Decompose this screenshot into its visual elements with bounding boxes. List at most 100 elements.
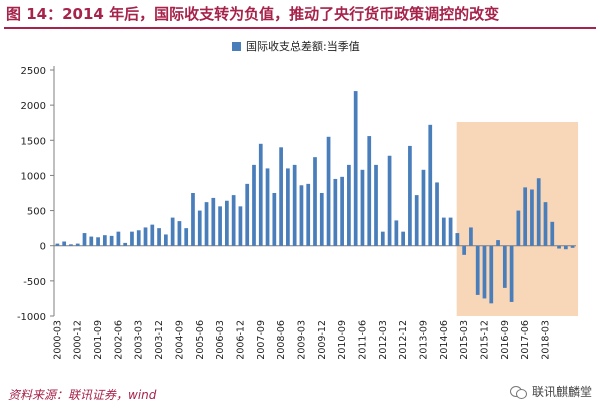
bar-2005-03 bbox=[191, 193, 195, 246]
bar-2017-12 bbox=[536, 178, 541, 246]
x-tick-label: 2009-03 bbox=[296, 320, 307, 360]
y-tick-label: -500 bbox=[23, 277, 46, 288]
bar-2010-12 bbox=[347, 164, 351, 246]
bar-2001-03 bbox=[82, 233, 87, 246]
x-tick-label: 2001-09 bbox=[93, 320, 104, 360]
bar-2007-03 bbox=[245, 183, 250, 246]
bar-2000-06 bbox=[62, 241, 67, 246]
watermark: 联讯麒麟堂 bbox=[509, 383, 592, 400]
x-tick-label: 2007-09 bbox=[256, 320, 267, 360]
bar-2014-12 bbox=[455, 233, 460, 246]
bar-2001-06 bbox=[89, 236, 94, 246]
bar-2018-06 bbox=[550, 221, 555, 246]
bar-2008-03 bbox=[272, 193, 277, 246]
x-tick-label: 2018-03 bbox=[540, 320, 551, 360]
x-tick-label: 2008-06 bbox=[276, 320, 287, 360]
bar-2016-09 bbox=[502, 245, 507, 288]
x-tick-label: 2000-12 bbox=[73, 320, 84, 360]
bar-2000-09 bbox=[69, 244, 73, 246]
y-tick-label: 2000 bbox=[21, 101, 46, 112]
bar-2007-12 bbox=[265, 168, 270, 246]
x-tick-label: 2012-12 bbox=[398, 320, 409, 360]
bar-2016-12 bbox=[509, 245, 514, 302]
bar-2004-06 bbox=[170, 217, 175, 246]
bar-2009-06 bbox=[306, 183, 311, 246]
bar-2002-03 bbox=[109, 235, 114, 246]
page-title: 图 14：2014 年后，国际收支转为负值，推动了央行货币政策调控的改变 bbox=[6, 5, 500, 23]
bar-2017-03 bbox=[516, 210, 521, 246]
bar-2004-09 bbox=[177, 221, 182, 246]
bar-2000-03 bbox=[55, 243, 60, 246]
bar-2004-03 bbox=[163, 234, 168, 246]
bar-2004-12 bbox=[184, 228, 189, 246]
bar-2010-03 bbox=[326, 136, 331, 246]
bar-2013-06 bbox=[414, 195, 419, 246]
x-tick-label: 2010-09 bbox=[337, 320, 348, 360]
bar-2008-12 bbox=[292, 164, 297, 246]
bar-2011-03 bbox=[353, 91, 358, 246]
y-tick-label: -1000 bbox=[17, 312, 46, 323]
x-tick-label: 2014-06 bbox=[439, 320, 450, 360]
bar-2012-09 bbox=[394, 220, 399, 246]
bar-2001-12 bbox=[102, 235, 107, 246]
legend-label: 国际收支总差额:当季值 bbox=[246, 40, 360, 53]
x-tick-label: 2013-09 bbox=[418, 320, 429, 360]
x-tick-label: 2015-12 bbox=[479, 320, 490, 360]
bar-2009-09 bbox=[313, 157, 317, 246]
title-divider bbox=[4, 27, 596, 29]
x-tick-label: 2000-03 bbox=[52, 320, 63, 360]
y-tick-label: 1500 bbox=[21, 136, 46, 147]
bar-2019-03 bbox=[570, 245, 575, 248]
y-tick-label: 2500 bbox=[21, 66, 46, 77]
bar-2006-06 bbox=[225, 200, 229, 246]
x-tick-label: 2004-09 bbox=[174, 320, 185, 360]
bar-2002-12 bbox=[130, 231, 134, 246]
bar-2011-12 bbox=[374, 164, 378, 246]
bar-2000-12 bbox=[75, 243, 80, 246]
bar-2005-06 bbox=[197, 210, 202, 246]
bar-2012-06 bbox=[387, 155, 392, 246]
bar-2017-06 bbox=[523, 187, 528, 246]
y-tick-label: 1000 bbox=[21, 171, 46, 182]
bar-2018-09 bbox=[557, 245, 561, 249]
bar-2003-12 bbox=[157, 228, 161, 246]
x-tick-label: 2003-03 bbox=[134, 320, 145, 360]
bar-2012-12 bbox=[401, 231, 405, 246]
bar-2010-06 bbox=[333, 178, 338, 246]
bar-2006-12 bbox=[238, 206, 243, 246]
bar-2016-03 bbox=[489, 245, 494, 304]
bar-2009-12 bbox=[319, 193, 324, 246]
bar-2002-09 bbox=[123, 242, 128, 246]
bar-2011-06 bbox=[360, 169, 365, 246]
x-tick-label: 2009-12 bbox=[317, 320, 328, 360]
x-tick-label: 2012-03 bbox=[378, 320, 389, 360]
bar-2007-06 bbox=[252, 164, 256, 246]
bar-2013-09 bbox=[421, 169, 426, 246]
bar-2003-09 bbox=[150, 224, 155, 246]
bar-2016-06 bbox=[496, 240, 500, 246]
x-tick-label: 2003-12 bbox=[154, 320, 165, 360]
x-tick-label: 2017-06 bbox=[520, 320, 531, 360]
x-tick-label: 2006-12 bbox=[235, 320, 246, 360]
x-tick-label: 2011-06 bbox=[357, 320, 368, 360]
bar-2003-06 bbox=[143, 227, 148, 246]
bar-2007-09 bbox=[258, 143, 263, 246]
bar-2001-09 bbox=[96, 237, 100, 246]
bar-2006-09 bbox=[231, 195, 236, 246]
bar-2010-09 bbox=[340, 176, 344, 246]
bar-2011-09 bbox=[367, 136, 372, 246]
x-tick-label: 2006-03 bbox=[215, 320, 226, 360]
legend-swatch bbox=[232, 41, 241, 51]
bar-2002-06 bbox=[116, 231, 121, 246]
bar-2017-09 bbox=[530, 189, 534, 246]
bar-2013-03 bbox=[408, 145, 412, 246]
bar-2018-12 bbox=[563, 245, 568, 250]
bar-2015-03 bbox=[462, 245, 467, 255]
bar-2012-03 bbox=[380, 231, 385, 246]
y-tick-label: 500 bbox=[27, 207, 46, 218]
bar-2015-12 bbox=[482, 245, 487, 299]
bar-2003-03 bbox=[136, 230, 141, 246]
x-tick-label: 2002-06 bbox=[113, 320, 124, 360]
bar-2006-03 bbox=[218, 206, 222, 246]
